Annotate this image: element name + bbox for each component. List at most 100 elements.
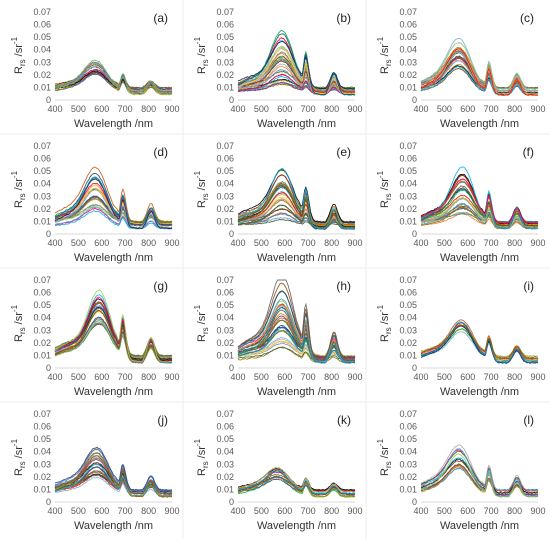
- y-tick-label: 0.05: [33, 166, 51, 176]
- y-tick-label: 0.03: [33, 57, 51, 67]
- y-tick-label: 0.06: [399, 154, 417, 164]
- y-tick-label: 0.03: [33, 459, 51, 469]
- x-tick-label: 600: [277, 104, 292, 114]
- y-tick-label: 0.02: [216, 338, 234, 348]
- spectrum-series: [237, 218, 355, 227]
- y-tick-label: 0.01: [399, 484, 417, 494]
- y-tick-label: 0.07: [399, 7, 417, 17]
- spectrum-series: [237, 184, 356, 230]
- spectrum-series: [420, 66, 538, 96]
- spectrum-series: [237, 65, 356, 93]
- spectrum-series: [420, 203, 539, 227]
- y-tick-label: 0.05: [399, 300, 417, 310]
- x-tick-label: 500: [254, 372, 269, 382]
- x-tick-label: 600: [94, 372, 109, 382]
- spectrum-series: [54, 205, 173, 226]
- x-tick-label: 800: [141, 372, 156, 382]
- x-tick-label: 600: [277, 238, 292, 248]
- x-tick-label: 500: [254, 238, 269, 248]
- spectrum-series: [237, 341, 356, 359]
- spectrum-series: [420, 189, 539, 227]
- x-tick-label: 700: [301, 506, 316, 516]
- x-tick-label: 500: [71, 104, 86, 114]
- x-tick-label: 500: [71, 506, 86, 516]
- x-tick-label: 400: [413, 238, 428, 248]
- panel-label: (i): [523, 279, 534, 293]
- y-tick-label: 0.02: [33, 70, 51, 80]
- y-axis-title: Rrs /sr-1: [193, 304, 210, 342]
- y-tick-label: 0.02: [33, 204, 51, 214]
- spectrum-series: [420, 453, 539, 498]
- x-tick-label: 700: [484, 506, 499, 516]
- spectrum-series: [421, 321, 539, 364]
- spectrum-series: [54, 309, 173, 364]
- spectrum-series: [54, 455, 173, 495]
- x-tick-label: 400: [47, 506, 62, 516]
- x-tick-label: 900: [164, 104, 179, 114]
- y-tick-label: 0.03: [399, 459, 417, 469]
- y-tick-label: 0.04: [216, 45, 234, 55]
- spectrum-series: [54, 289, 173, 363]
- x-axis-title: Wavelength /nm: [74, 252, 153, 264]
- x-tick-label: 400: [230, 104, 245, 114]
- x-tick-label: 700: [301, 238, 316, 248]
- spectrum-series: [54, 452, 172, 497]
- spectrum-series: [238, 327, 356, 363]
- spectrum-series: [54, 176, 173, 227]
- panel-label: (g): [153, 279, 168, 293]
- spectrum-series: [54, 178, 173, 230]
- spectrum-series: [237, 466, 356, 493]
- x-tick-label: 600: [94, 506, 109, 516]
- x-tick-label: 900: [347, 506, 362, 516]
- y-tick-label: 0.07: [33, 275, 51, 285]
- spectrum-series: [237, 319, 356, 362]
- y-axis-title: Rrs /sr-1: [10, 170, 27, 208]
- y-tick-label: 0.01: [33, 82, 51, 92]
- spectrum-series: [237, 290, 356, 359]
- spectrum-series: [420, 42, 539, 90]
- y-tick-label: 0: [46, 95, 51, 105]
- y-axis-title: Rrs /sr-1: [376, 304, 393, 342]
- y-tick-label: 0: [229, 497, 234, 507]
- y-tick-label: 0.01: [399, 216, 417, 226]
- y-tick-label: 0.03: [216, 459, 234, 469]
- spectrum-series: [237, 59, 356, 94]
- x-tick-label: 700: [118, 238, 133, 248]
- spectrum-series: [54, 476, 173, 496]
- x-tick-label: 900: [164, 238, 179, 248]
- x-tick-label: 400: [230, 506, 245, 516]
- x-tick-label: 600: [94, 104, 109, 114]
- x-tick-label: 800: [507, 372, 522, 382]
- y-tick-label: 0.05: [216, 434, 234, 444]
- spectrum-series: [54, 189, 173, 227]
- spectrum-series: [237, 47, 356, 95]
- spectrum-series: [237, 73, 356, 96]
- spectrum-series: [54, 69, 173, 96]
- y-tick-label: 0.03: [216, 325, 234, 335]
- x-tick-label: 400: [413, 372, 428, 382]
- spectrum-series: [237, 470, 356, 498]
- spectrum-series: [420, 324, 539, 359]
- spectrum-series: [237, 469, 356, 495]
- x-tick-label: 400: [413, 506, 428, 516]
- spectrum-series: [237, 174, 356, 230]
- spectrum-series: [54, 448, 173, 493]
- x-tick-label: 800: [324, 238, 339, 248]
- x-tick-label: 500: [71, 238, 86, 248]
- y-tick-label: 0.01: [216, 484, 234, 494]
- y-tick-label: 0.07: [216, 141, 234, 151]
- y-axis-title: Rrs /sr-1: [376, 36, 393, 74]
- x-tick-label: 700: [484, 238, 499, 248]
- spectrum-series: [237, 212, 356, 228]
- y-tick-label: 0.02: [399, 70, 417, 80]
- panel-label: (j): [157, 413, 168, 427]
- panel-d: 0 0.01 0.02 0.03 0.04 0.05 0.06 0.07 400 500 600 70…: [10, 141, 180, 264]
- spectrum-series: [237, 346, 355, 364]
- x-tick-label: 800: [507, 104, 522, 114]
- y-tick-label: 0: [229, 363, 234, 373]
- y-tick-label: 0: [46, 497, 51, 507]
- x-tick-label: 900: [347, 104, 362, 114]
- spectrum-series: [421, 185, 539, 227]
- spectrum-series: [54, 188, 173, 230]
- y-tick-label: 0: [412, 229, 417, 239]
